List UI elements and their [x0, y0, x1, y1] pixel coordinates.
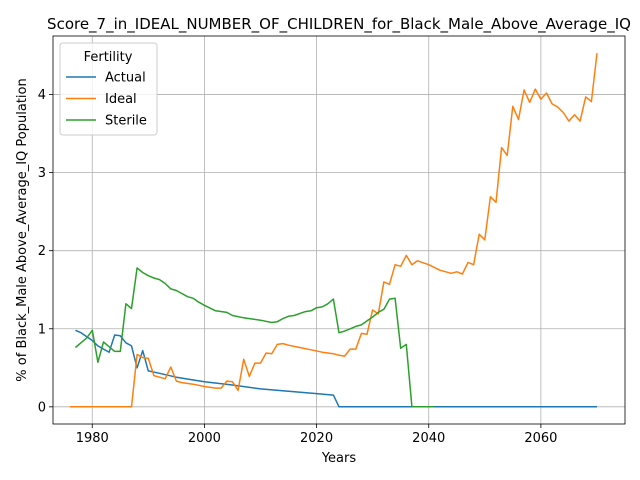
x-axis-label: Years: [321, 451, 357, 466]
legend-label-sterile: Sterile: [105, 114, 147, 129]
series-line-ideal: [69, 53, 598, 408]
legend: Fertility Actual Ideal Sterile: [59, 42, 158, 136]
y-tick-label: 3: [38, 166, 46, 181]
legend-box: [59, 42, 158, 136]
y-tick-label: 0: [38, 400, 46, 415]
x-tick-label: 1980: [76, 431, 109, 446]
legend-title: Fertility: [84, 50, 133, 65]
y-axis-label: % of Black_Male Above_Average_IQ Populat…: [15, 78, 30, 381]
series-line-actual: [75, 329, 597, 408]
x-tick-label: 2000: [188, 431, 221, 446]
legend-label-actual: Actual: [105, 71, 146, 86]
x-tick-label: 2040: [412, 431, 445, 446]
plot-frame: [52, 35, 626, 425]
x-tick-label: 2060: [524, 431, 557, 446]
y-tick-label: 1: [38, 322, 46, 337]
series-layer: [69, 53, 598, 408]
series-line-sterile: [74, 267, 435, 408]
y-tick-label: 2: [38, 244, 46, 259]
ticks: 1980 2000 2020 2040 2060 0 1 2 3 4: [38, 88, 558, 446]
legend-label-ideal: Ideal: [105, 92, 137, 107]
chart-title: Score_7_in_IDEAL_NUMBER_OF_CHILDREN_for_…: [47, 15, 631, 34]
y-tick-label: 4: [38, 88, 46, 103]
x-tick-label: 2020: [300, 431, 333, 446]
